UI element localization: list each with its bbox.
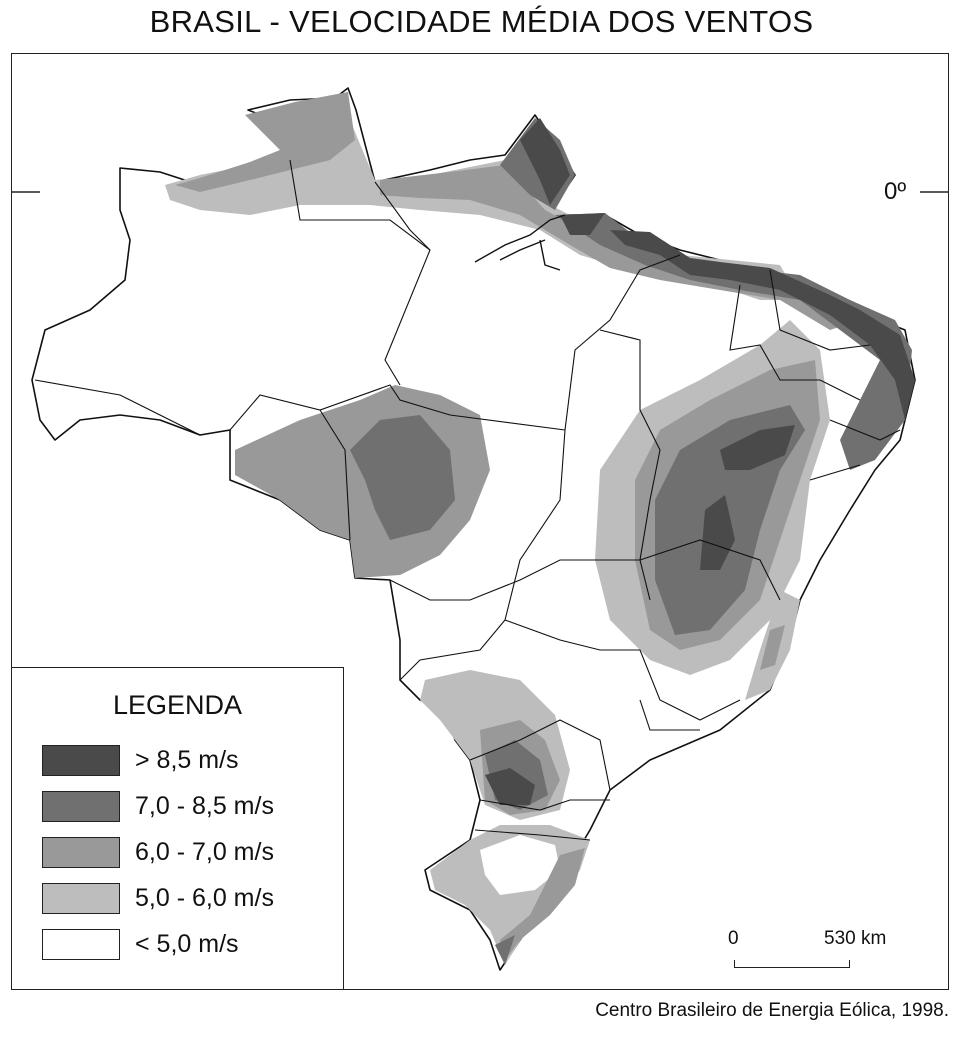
legend-label: < 5,0 m/s — [135, 929, 239, 958]
legend-label: 7,0 - 8,5 m/s — [135, 791, 274, 820]
equator-label: 0º — [884, 178, 907, 205]
source-credit: Centro Brasileiro de Energia Eólica, 199… — [595, 1000, 949, 1021]
legend-title: LEGENDA — [112, 690, 243, 720]
legend-item: 5,0 - 6,0 m/s — [42, 882, 274, 914]
legend-swatch — [42, 882, 120, 914]
legend-label: 5,0 - 6,0 m/s — [135, 883, 274, 912]
scale-bar-line — [734, 960, 850, 968]
legend-swatch — [42, 790, 120, 822]
scale-end-label: 530 km — [824, 928, 887, 949]
wind-zones — [165, 92, 915, 965]
legend-item: 6,0 - 7,0 m/s — [42, 836, 274, 868]
legend-box: LEGENDA > 8,5 m/s 7,0 - 8,5 m/s 6,0 - 7,… — [11, 667, 344, 990]
legend-label: 6,0 - 7,0 m/s — [135, 837, 274, 866]
legend-label: > 8,5 m/s — [135, 745, 239, 774]
legend-swatch — [42, 836, 120, 868]
legend-swatch — [42, 744, 120, 776]
legend-item: 7,0 - 8,5 m/s — [42, 790, 274, 822]
legend-item: > 8,5 m/s — [42, 744, 239, 776]
scale-bar: 0 530 km — [726, 928, 916, 973]
amazon-delta — [474, 214, 566, 271]
state-borders — [34, 159, 901, 841]
scale-start-label: 0 — [728, 928, 739, 949]
legend-swatch — [42, 928, 120, 960]
legend-item: < 5,0 m/s — [42, 928, 239, 960]
map-title: BRASIL - VELOCIDADE MÉDIA DOS VENTOS — [149, 4, 814, 39]
